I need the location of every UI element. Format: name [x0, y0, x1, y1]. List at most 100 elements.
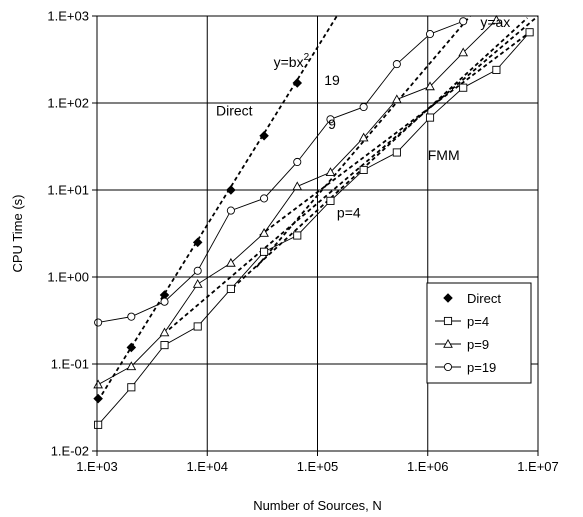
legend-item: p=9	[435, 337, 489, 352]
point-p9	[126, 361, 137, 371]
annotation-text: Direct	[216, 102, 253, 118]
legend-label: p=19	[467, 360, 496, 375]
point-direct	[93, 393, 103, 404]
y-tick-label: 1.E+00	[47, 270, 89, 285]
legend-marker	[443, 293, 453, 303]
x-tick-label: 1.E+06	[407, 459, 449, 474]
annotation: 9	[328, 116, 336, 132]
y-tick-label: 1.E+01	[47, 183, 89, 198]
annotation: y=bx2	[274, 52, 310, 70]
point-p19	[392, 60, 401, 69]
legend-item: p=4	[435, 314, 489, 329]
point-p9	[292, 181, 303, 191]
legend-label: p=4	[467, 314, 489, 329]
series	[93, 14, 534, 429]
y-tick-label: 1.E+03	[47, 9, 89, 24]
legend-marker	[443, 338, 453, 348]
point-direct	[259, 131, 269, 141]
point-p9	[425, 81, 435, 91]
point-p4	[193, 322, 202, 331]
fit-line	[97, 16, 338, 402]
point-p4	[425, 113, 435, 122]
point-p9	[458, 47, 469, 57]
x-tick-label: 1.E+04	[186, 459, 228, 474]
point-direct	[126, 342, 137, 353]
y-axis-label: CPU Time (s)	[10, 195, 25, 273]
point-p9	[358, 132, 369, 142]
annotations: y=bx2 y=ax Direct 19 9 FMM p=4	[216, 14, 510, 221]
point-p19	[260, 194, 269, 203]
series-p9	[93, 14, 502, 389]
series-p19	[94, 17, 468, 327]
series-p4	[94, 28, 534, 429]
point-p19	[94, 318, 103, 327]
point-direct	[192, 237, 203, 248]
point-p4	[260, 247, 269, 256]
fit-line	[168, 16, 538, 331]
annotation-text: FMM	[428, 147, 460, 163]
annotation-text: y=bx	[274, 54, 304, 70]
series-line-p4	[97, 31, 530, 426]
point-p9	[259, 228, 269, 237]
series-line-p19	[98, 20, 464, 323]
annotation: FMM	[428, 147, 460, 163]
point-p19	[425, 30, 435, 39]
point-p4	[94, 420, 103, 429]
legend-label: Direct	[467, 291, 501, 306]
point-p9	[226, 257, 236, 267]
annotation: 19	[324, 72, 340, 88]
point-p19	[127, 312, 136, 321]
y-tick-label: 1.E+02	[47, 96, 89, 111]
legend-marker	[443, 316, 453, 326]
legend-label: p=9	[467, 337, 489, 352]
point-p4	[326, 196, 335, 205]
point-p4	[226, 284, 235, 293]
legend-item: p=19	[435, 360, 496, 375]
point-p4	[359, 165, 368, 175]
y-tick-label: 1.E-02	[51, 444, 89, 459]
point-p19	[160, 297, 169, 306]
point-p4	[293, 231, 302, 240]
x-axis-label: Number of Sources, N	[253, 498, 382, 513]
point-p19	[193, 266, 202, 275]
point-p4	[160, 341, 169, 350]
annotation: Direct	[216, 102, 253, 118]
series-direct	[93, 78, 303, 404]
annotation-text: 9	[328, 116, 336, 132]
annotation-superscript: 2	[304, 52, 310, 63]
point-p4	[127, 383, 136, 392]
point-p4	[525, 28, 534, 37]
point-p9	[159, 327, 170, 337]
point-p19	[326, 115, 335, 124]
point-p9	[491, 14, 502, 24]
point-p9	[192, 279, 203, 288]
annotation-text: 19	[324, 72, 340, 88]
point-direct	[292, 78, 303, 88]
point-p9	[391, 94, 402, 104]
point-p4	[459, 83, 468, 92]
point-p4	[392, 148, 401, 157]
legend-marker	[443, 362, 453, 372]
annotation: y=ax	[480, 14, 510, 30]
point-p19	[293, 157, 302, 167]
annotation: p=4	[337, 205, 361, 221]
annotation-text: p=4	[337, 205, 361, 221]
x-tick-label: 1.E+07	[517, 459, 559, 474]
annotation-text: y=ax	[480, 14, 510, 30]
tick-labels: 1.E+03 1.E+04 1.E+05 1.E+06 1.E+07 1.E-02 1.E-…	[47, 9, 558, 475]
point-p19	[226, 206, 235, 215]
legend: Direct p=4 p=9 p=19	[426, 282, 532, 384]
point-p19	[359, 102, 368, 112]
point-p4	[492, 65, 501, 74]
point-p9	[93, 379, 103, 389]
grid	[96, 15, 539, 452]
point-p19	[459, 17, 468, 26]
x-tick-label: 1.E+03	[76, 459, 118, 474]
x-tick-label: 1.E+05	[297, 459, 339, 474]
y-tick-label: 1.E-01	[51, 357, 89, 372]
point-direct	[226, 185, 236, 195]
fit-line	[255, 16, 472, 268]
legend-item: Direct	[443, 291, 501, 306]
